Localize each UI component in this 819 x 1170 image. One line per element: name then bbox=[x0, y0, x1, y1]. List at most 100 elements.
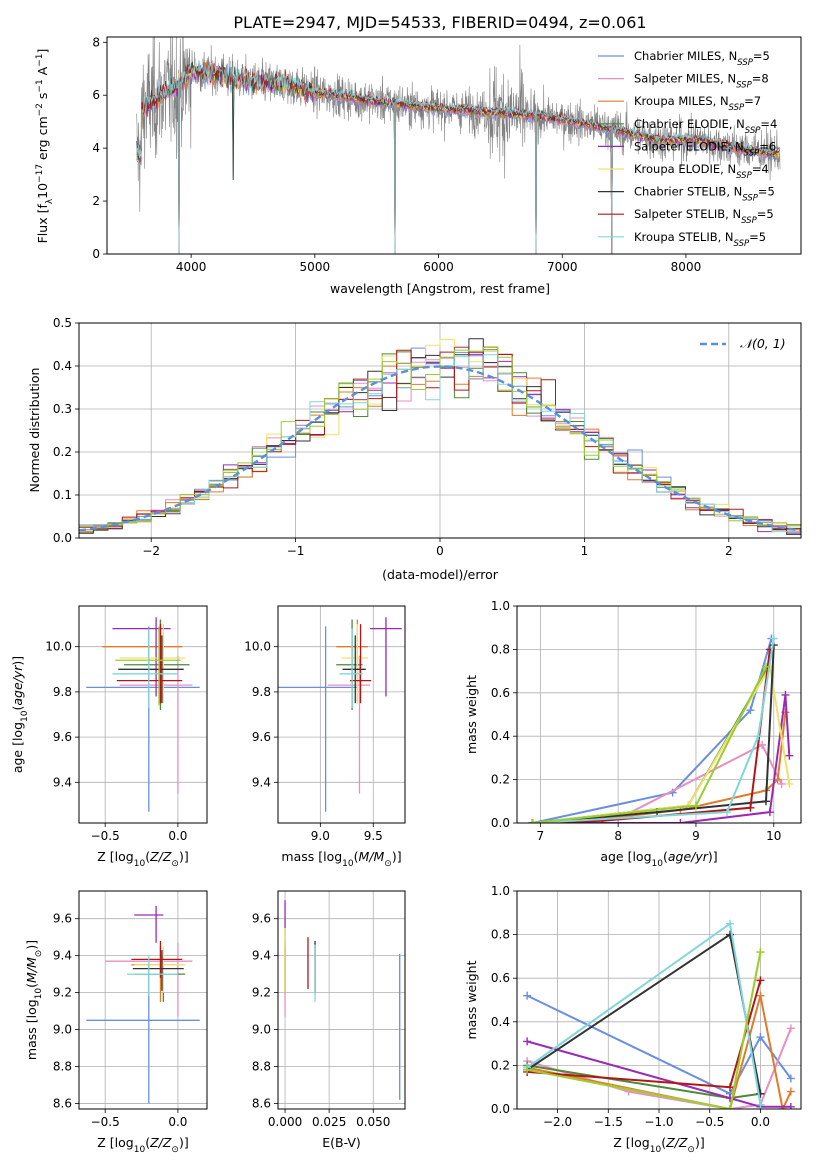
y-tick-label: 0.0 bbox=[491, 1102, 510, 1116]
weight-series bbox=[526, 1040, 791, 1108]
model-spectrum bbox=[136, 58, 780, 254]
axes-frame bbox=[516, 605, 802, 824]
y-tick-label: 0.4 bbox=[53, 359, 72, 373]
y-tick-label: 2 bbox=[92, 194, 100, 208]
y-tick-label: 0.3 bbox=[53, 402, 72, 416]
y-tick-label: 0.8 bbox=[491, 642, 510, 656]
x-tick-label: 0.0 bbox=[751, 1115, 770, 1129]
weight-marker bbox=[756, 976, 765, 985]
y-axis-label: mass weight bbox=[464, 675, 479, 754]
data-point bbox=[116, 624, 183, 704]
legend-label: Salpeter MILES, NSSP=8 bbox=[634, 72, 769, 91]
weight-marker bbox=[785, 779, 794, 788]
y-tick-label: 9.6 bbox=[53, 730, 72, 744]
y-axis-label: mass weight bbox=[464, 960, 479, 1039]
x-tick-label: 0.050 bbox=[356, 1115, 390, 1129]
weight-marker bbox=[777, 779, 786, 788]
data-point bbox=[370, 617, 402, 697]
x-axis-label: age [log10(age/yr)] bbox=[600, 849, 717, 869]
y-tick-label: 6 bbox=[92, 88, 100, 102]
y-axis-label: Flux [fλ10−17 erg cm−2 s−1 A−1] bbox=[35, 49, 55, 244]
y-tick-label: 9.4 bbox=[252, 775, 271, 789]
weight-marker bbox=[769, 634, 778, 643]
data-point bbox=[86, 964, 200, 1104]
weight-marker bbox=[523, 1065, 532, 1074]
data-point bbox=[127, 955, 178, 997]
weight-marker bbox=[746, 803, 755, 812]
weight-marker bbox=[756, 1033, 765, 1042]
plot-mass_vs_ebv: 0.000 0.025 0.050 8.6 8.8 9.0 9.2 9.4 9.6 E(B-V) bbox=[252, 890, 406, 1150]
x-tick-label: −2.0 bbox=[543, 1115, 572, 1129]
weight-series bbox=[532, 666, 767, 823]
legend-label: Chabrier STELIB, NSSP=5 bbox=[634, 185, 775, 204]
legend-label: Kroupa MILES, NSSP=7 bbox=[634, 94, 761, 113]
y-tick-label: 0.0 bbox=[491, 816, 510, 830]
plot-area bbox=[86, 617, 200, 812]
plot-area bbox=[528, 634, 794, 823]
weight-marker bbox=[726, 1105, 734, 1109]
x-tick-label: 8 bbox=[614, 829, 622, 843]
weight-marker bbox=[723, 808, 732, 817]
x-tick-label: 9 bbox=[692, 829, 700, 843]
weight-series bbox=[526, 951, 762, 1109]
weight-marker bbox=[756, 1100, 765, 1109]
y-tick-label: 0.8 bbox=[491, 928, 510, 942]
legend-label: Chabrier ELODIE, NSSP=4 bbox=[634, 117, 777, 136]
y-tick-label: 9.4 bbox=[252, 949, 271, 963]
weight-marker bbox=[781, 690, 790, 699]
x-tick-label: 9.5 bbox=[364, 829, 383, 843]
plot-area bbox=[523, 919, 795, 1109]
weight-series bbox=[532, 645, 775, 823]
weight-marker bbox=[676, 819, 685, 823]
plot-area bbox=[278, 617, 402, 812]
data-point bbox=[86, 626, 200, 812]
plot-area bbox=[79, 338, 801, 535]
weight-marker bbox=[786, 1024, 795, 1033]
plot-area bbox=[284, 900, 401, 1100]
data-point bbox=[327, 655, 371, 794]
plot-spectrum: 4000 5000 6000 7000 8000 0 2 4 6 8 Chabrier MILES,… bbox=[35, 35, 802, 296]
normal-curve bbox=[79, 365, 801, 532]
figure-title: PLATE=2947, MJD=54533, FIBERID=0494, z=0… bbox=[233, 13, 646, 32]
x-tick-label: 7 bbox=[537, 829, 545, 843]
plot-age_vs_Z: −0.5 0.0 9.4 9.6 9.8 10.0 Z [log10(Z/Z⊙)] age [… bbox=[10, 605, 208, 869]
y-tick-label: 0.5 bbox=[53, 316, 72, 330]
y-tick-label: 9.4 bbox=[53, 949, 72, 963]
legend-label: Chabrier MILES, NSSP=5 bbox=[634, 49, 770, 68]
data-point bbox=[131, 940, 183, 978]
axes-frame bbox=[106, 36, 802, 255]
weight-series bbox=[532, 712, 787, 823]
weight-marker bbox=[786, 1087, 795, 1096]
plot-residuals: −2 −1 0 1 2 0.0 0.1 0.2 0.3 0.4 0.5 𝒩(0, 1) (data-mo… bbox=[27, 316, 802, 582]
plot-mass_vs_Z: −0.5 0.0 8.6 8.8 9.0 9.2 9.4 9.6 Z [log10(Z/Z⊙)]… bbox=[24, 890, 208, 1155]
weight-series bbox=[532, 638, 775, 823]
y-tick-label: 9.4 bbox=[53, 775, 72, 789]
x-tick-label: −1.5 bbox=[594, 1115, 623, 1129]
y-tick-label: 9.8 bbox=[252, 685, 271, 699]
x-tick-label: 2 bbox=[725, 544, 733, 558]
x-tick-label: −0.5 bbox=[91, 1115, 120, 1129]
y-tick-label: 10.0 bbox=[244, 640, 271, 654]
x-tick-label: 4000 bbox=[176, 260, 207, 274]
y-axis-label: mass [log10(M/M⊙)] bbox=[24, 940, 44, 1060]
y-tick-label: 8.6 bbox=[53, 1096, 72, 1110]
y-tick-label: 8.8 bbox=[53, 1060, 72, 1074]
y-tick-label: 8.8 bbox=[252, 1060, 271, 1074]
x-axis-label: Z [log10(Z/Z⊙)] bbox=[613, 1135, 704, 1155]
y-tick-label: 9.8 bbox=[53, 685, 72, 699]
y-tick-label: 8 bbox=[92, 35, 100, 49]
y-tick-label: 10.0 bbox=[45, 640, 72, 654]
x-tick-label: 6000 bbox=[423, 260, 454, 274]
y-tick-label: 0.6 bbox=[491, 971, 510, 985]
y-tick-label: 1.0 bbox=[491, 884, 510, 898]
data-point bbox=[339, 628, 363, 708]
y-tick-label: 0.2 bbox=[53, 445, 72, 459]
weight-marker bbox=[785, 751, 794, 760]
y-tick-label: 9.6 bbox=[53, 912, 72, 926]
weight-marker bbox=[786, 1074, 795, 1083]
data-point bbox=[102, 619, 183, 704]
weight-marker bbox=[758, 740, 767, 749]
y-tick-label: 8.6 bbox=[252, 1096, 271, 1110]
x-axis-label: (data-model)/error bbox=[382, 567, 499, 582]
